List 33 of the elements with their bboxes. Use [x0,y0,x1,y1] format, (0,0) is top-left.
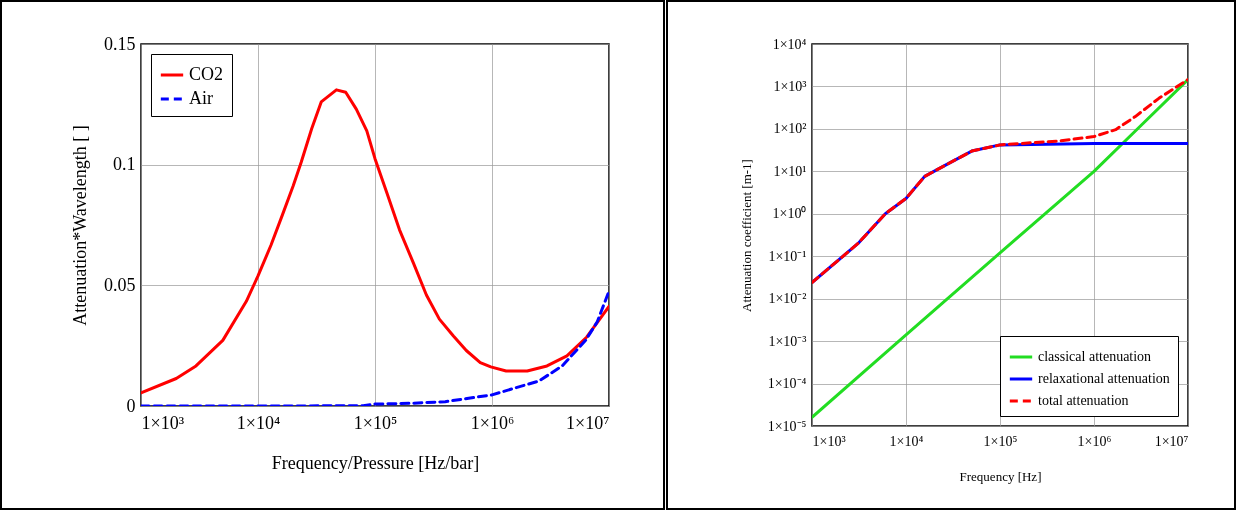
y-tick-label: 1×10³ [773,78,807,94]
y-tick-label: 1×10⁻⁴ [767,376,807,392]
y-axis-title: Attenuation*Wavelength [ ] [70,125,90,326]
x-tick-label: 1×10⁶ [1077,433,1112,449]
x-tick-label: 1×10⁴ [889,433,924,449]
y-axis-title: Attenuation coefficient [m-1] [738,159,754,312]
legend-label: classical attenuation [1038,349,1152,364]
x-tick-label: 1×10³ [812,433,846,449]
y-tick-label: 1×10⁰ [772,206,807,222]
y-tick-label: 0.1 [113,154,136,175]
y-tick-label: 1×10⁻¹ [768,248,807,264]
y-tick-label: 1×10¹ [773,163,807,179]
x-tick-label: 1×10⁷ [566,412,610,433]
y-tick-label: 0.15 [104,33,136,54]
legend-label: CO2 [189,64,224,84]
x-tick-label: 1×10⁶ [470,412,515,433]
y-tick-label: 1×10⁻³ [768,333,807,349]
y-tick-label: 1×10⁻² [768,291,807,307]
legend-label: total attenuation [1038,393,1129,408]
y-tick-label: 1×10⁴ [772,36,807,52]
x-axis-title: Frequency [Hz] [959,468,1042,484]
x-tick-label: 1×10⁵ [353,412,398,433]
x-tick-label: 1×10³ [141,412,185,433]
y-tick-label: 1×10⁻⁵ [767,418,807,434]
x-tick-label: 1×10⁷ [1154,433,1189,449]
legend-label: Air [189,88,213,108]
x-axis-title: Frequency/Pressure [Hz/bar] [271,452,480,473]
x-tick-label: 1×10⁴ [236,412,281,433]
y-tick-label: 1×10² [773,121,807,137]
y-tick-label: 0 [126,395,136,416]
legend-label: relaxational attenuation [1038,371,1170,386]
x-tick-label: 1×10⁵ [983,433,1018,449]
y-tick-label: 0.05 [104,274,136,295]
